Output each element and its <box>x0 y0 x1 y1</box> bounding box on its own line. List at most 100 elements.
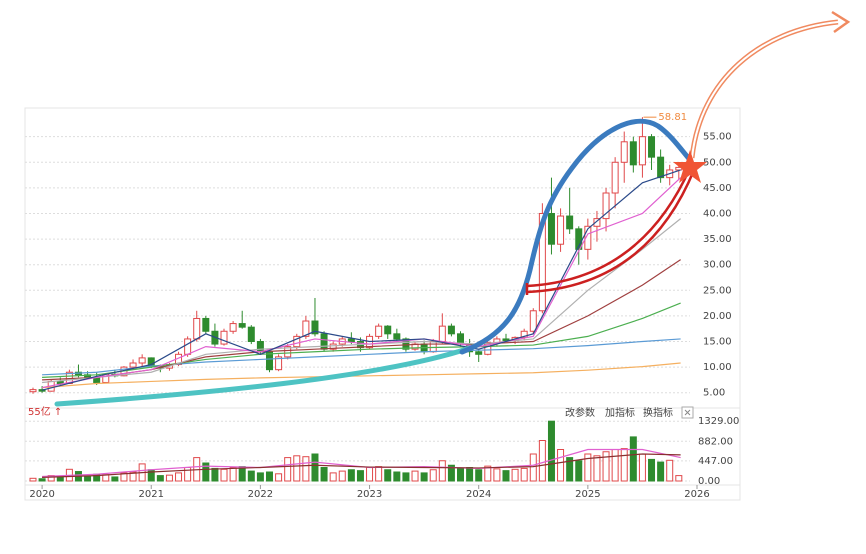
candle-body <box>502 338 510 341</box>
button[interactable]: 换指标 <box>643 406 673 419</box>
volume-bar <box>638 453 646 482</box>
moving-average <box>42 302 681 378</box>
volume-bar <box>275 473 283 482</box>
volume-bar <box>675 475 683 482</box>
y-tick-label: 5.00 <box>703 388 725 399</box>
candle-body <box>284 346 292 358</box>
volume-bar <box>120 472 128 482</box>
candle-body <box>384 325 392 335</box>
candle-body <box>447 325 455 335</box>
candle-body <box>256 341 264 353</box>
y-tick-label: 50.00 <box>703 157 732 168</box>
orange-arrow-inner <box>691 21 839 159</box>
y-tick-label: 45.00 <box>703 183 732 194</box>
volume-bar <box>438 460 446 482</box>
volume-tick-label: 447.00 <box>698 456 733 467</box>
volume-bar <box>538 440 546 482</box>
volume-bar <box>457 467 465 482</box>
volume-bar <box>165 474 173 482</box>
volume-bar <box>584 453 592 482</box>
volume-bar <box>84 475 92 482</box>
volume-tick-label: 882.00 <box>698 436 733 447</box>
volume-bar <box>402 472 410 482</box>
x-tick-label: 2022 <box>248 489 273 500</box>
candle-body <box>393 333 401 340</box>
candle-body <box>247 326 255 343</box>
candle-body <box>648 136 656 158</box>
volume-bar <box>229 467 237 482</box>
volume-bar <box>320 467 328 482</box>
max-label: 58.81 <box>658 112 687 123</box>
volume-bar <box>666 459 674 482</box>
candle-body <box>238 323 246 328</box>
candle-body <box>538 212 546 312</box>
volume-bar <box>547 420 555 482</box>
candle-body <box>438 325 446 343</box>
chart-frame <box>24 107 741 501</box>
close-icon <box>684 409 691 416</box>
volume-bar <box>466 467 474 482</box>
volume-bar <box>566 457 574 482</box>
candle-body <box>56 380 64 384</box>
candle-body <box>593 218 601 227</box>
candle-body <box>302 320 310 337</box>
candle-body <box>547 212 555 245</box>
candle-body <box>629 141 637 166</box>
candle-body <box>402 338 410 350</box>
volume-bar <box>620 448 628 482</box>
candle-body <box>29 389 37 393</box>
candle-body <box>638 136 646 166</box>
volume-bar <box>593 455 601 482</box>
volume-bar <box>602 451 610 482</box>
y-tick-label: 20.00 <box>703 311 732 322</box>
candle-body <box>220 330 228 345</box>
volume-bar <box>129 471 137 482</box>
moving-average <box>42 362 681 389</box>
moving-average <box>41 169 681 391</box>
volume-bar <box>366 467 374 482</box>
y-tick-label: 35.00 <box>703 234 732 245</box>
candle-body <box>611 161 619 194</box>
moving-average <box>41 177 682 389</box>
candle-body <box>429 341 437 353</box>
x-tick-label: 2021 <box>139 489 164 500</box>
candle-body <box>475 351 483 355</box>
button[interactable]: 改参数 <box>565 406 595 419</box>
moving-average <box>42 338 681 376</box>
x-tick-label: 2024 <box>466 489 491 500</box>
volume-bar <box>347 469 355 482</box>
y-tick-label: 30.00 <box>703 260 732 271</box>
volume-bar <box>311 453 319 482</box>
candle-body <box>557 215 565 245</box>
red-arc <box>526 169 696 294</box>
candle-body <box>193 317 201 340</box>
volume-unit: 55亿 ↑ <box>28 405 62 418</box>
volume-bar <box>484 465 492 482</box>
volume-bar <box>156 475 164 482</box>
x-tick-label: 2026 <box>684 489 709 500</box>
volume-bar <box>611 449 619 482</box>
y-tick-label: 10.00 <box>703 362 732 373</box>
candle-body <box>375 325 383 337</box>
teal-curve <box>54 345 473 407</box>
volume-bar <box>247 470 255 482</box>
volume-bar <box>29 477 37 482</box>
candle-body <box>138 357 146 364</box>
volume-bar <box>256 472 264 482</box>
volume-bar <box>648 458 656 482</box>
candle-body <box>520 330 528 338</box>
x-tick-label: 2023 <box>357 489 382 500</box>
volume-bar <box>557 449 565 482</box>
volume-bar <box>493 468 501 482</box>
candle-body <box>202 317 210 332</box>
button[interactable]: 加指标 <box>605 406 635 419</box>
volume-bar <box>520 467 528 482</box>
candle-body <box>275 356 283 371</box>
volume-bar <box>284 457 292 482</box>
volume-bar <box>356 470 364 482</box>
x-tick-label: 2020 <box>29 489 54 500</box>
volume-tick-label: 1329.00 <box>698 416 739 427</box>
volume-bar <box>329 472 337 482</box>
volume-bar <box>575 460 583 482</box>
